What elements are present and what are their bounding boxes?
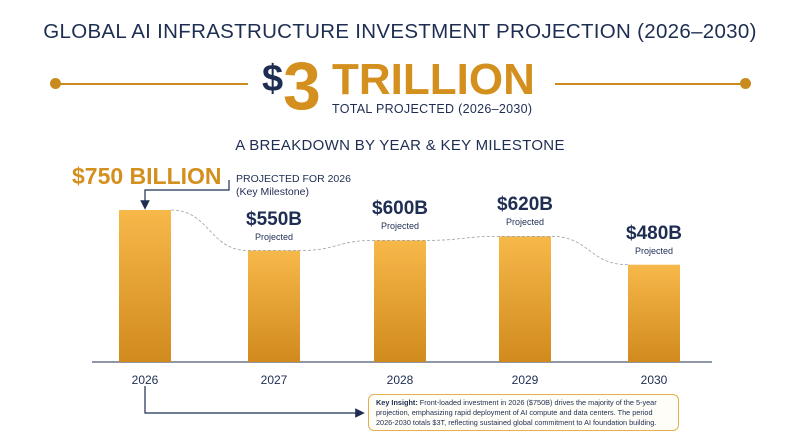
trend-line [170,209,629,266]
chart-title: GLOBAL AI INFRASTRUCTURE INVESTMENT PROJ… [43,20,757,43]
x-tick-label: 2026 [132,373,159,387]
chart-subtitle: A BREAKDOWN BY YEAR & KEY MILESTONE [235,137,565,154]
left-line-decoration [55,83,248,85]
insight-connector-arrow [144,386,365,418]
right-line-decoration [555,83,745,85]
bar-2027 [248,250,300,362]
bar-2028 [374,240,426,362]
milestone-arrow [140,180,230,210]
value-label: $600B [372,198,428,220]
bar-2026 [119,210,171,362]
projected-label: Projected [634,245,674,256]
projected-label: Projected [505,217,545,228]
x-tick-label: 2027 [261,373,288,387]
value-label: $620B [497,194,553,216]
key-insight-text: Front-loaded investment in 2026 ($750B) … [376,398,657,427]
total-caption: TOTAL PROJECTED (2026–2030) [332,102,533,116]
key-insight-box: Key Insight: Front-loaded investment in … [368,394,679,431]
total-unit: TRILLION [332,55,535,104]
milestone-value: $750 BILLION [72,163,222,189]
value-label: $480B [626,222,682,244]
x-tick-label: 2028 [387,373,414,387]
bar-2029 [499,236,551,362]
projected-label: Projected [254,231,294,242]
milestone-note-line2: (Key Milestone) [236,186,309,198]
total-number: 3 [283,48,321,124]
total-dollar-sign: $ [262,58,284,100]
x-tick-label: 2029 [512,373,539,387]
value-label: $550B [246,208,302,230]
key-insight-label: Key Insight: [376,398,418,407]
bar-2030 [628,264,680,362]
milestone-note: PROJECTED FOR 2026 (Key Milestone) [236,173,351,199]
milestone-note-line1: PROJECTED FOR 2026 [236,173,351,185]
x-tick-label: 2030 [641,373,668,387]
right-dot-decoration [740,78,751,89]
projected-label: Projected [380,221,420,232]
